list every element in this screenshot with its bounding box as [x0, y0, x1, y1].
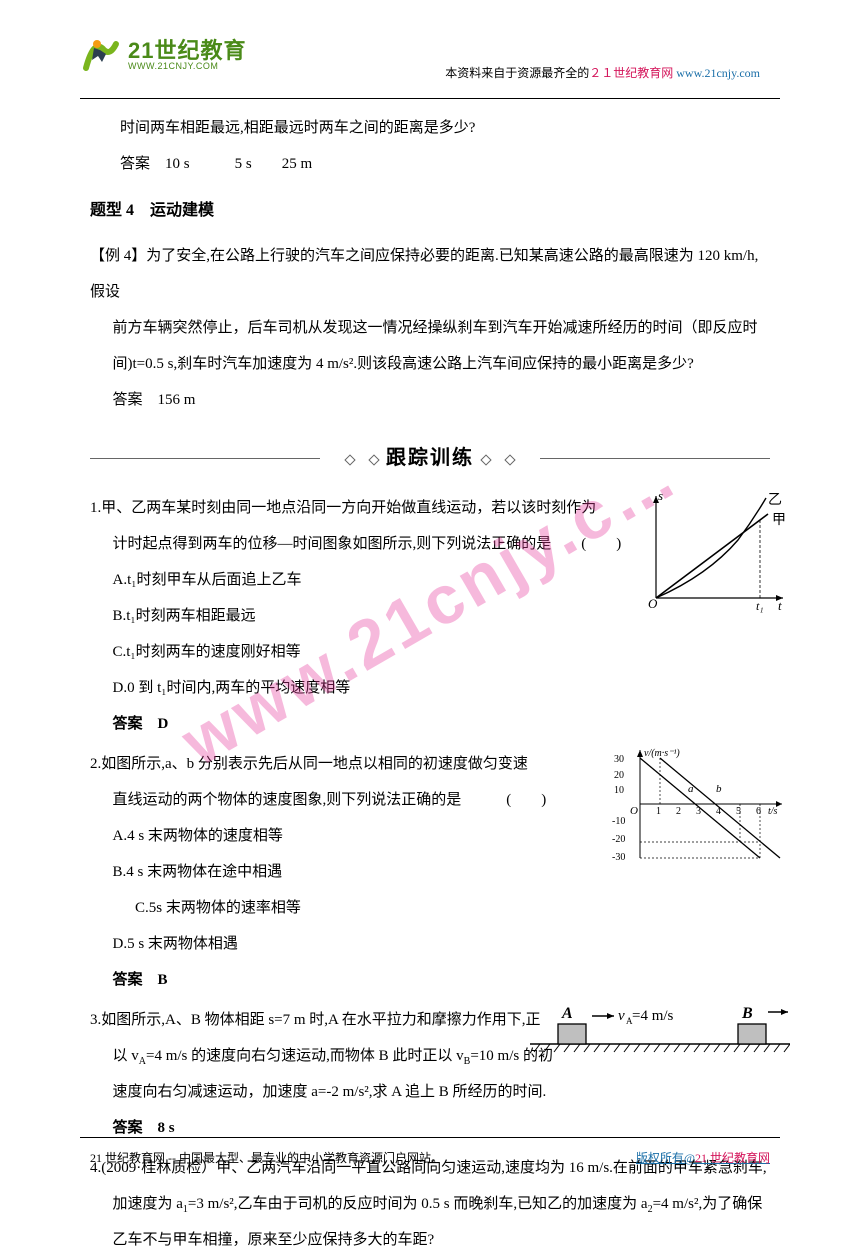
example4-b1: 为了安全,在公路上行驶的汽车之间应保持必要的距离.已知某高速公路的最高限速为 1…: [90, 248, 758, 300]
q2-ans: 答案 B: [90, 962, 770, 998]
footer-right-hl: 21 世纪教育网: [695, 1151, 770, 1165]
answer-val: 156 m: [143, 392, 196, 408]
svg-text:v/(m·s⁻¹): v/(m·s⁻¹): [644, 748, 680, 759]
footer-separator: [80, 1137, 780, 1138]
footer-right: 版权所有@21 世纪教育网: [636, 1149, 770, 1166]
answer-label: 答案: [113, 392, 143, 408]
svg-text:t/s: t/s: [768, 806, 778, 817]
answer-label: 答案: [113, 716, 143, 732]
header-note-prefix: 本资料来自于资源最齐全的: [445, 66, 589, 80]
q1-ansval: D: [143, 716, 169, 732]
logo-icon: [80, 34, 122, 76]
example4-block: 【例 4】为了安全,在公路上行驶的汽车之间应保持必要的距离.已知某高速公路的最高…: [90, 238, 770, 418]
figure-2: 30 20 10 -10 -20 -30 O 1 2 3 4 5 6 t/s v…: [610, 746, 780, 852]
q3-l3: 速度向右匀减速运动，加速度 a=-2 m/s²,求 A 追上 B 所经历的时间.: [90, 1074, 770, 1110]
q1-optD: D.0 到 t₁时间内,两车的平均速度相等: [90, 670, 770, 706]
svg-text:O: O: [630, 805, 638, 817]
svg-text:3: 3: [696, 806, 701, 817]
svg-text:v: v: [618, 1008, 625, 1024]
svg-text:2: 2: [676, 806, 681, 817]
q1-t1: 甲、乙两车某时刻由同一地点沿同一方向开始做直线运动，若以该时刻作为: [101, 500, 596, 516]
question-2: 30 20 10 -10 -20 -30 O 1 2 3 4 5 6 t/s v…: [90, 746, 770, 998]
svg-text:甲: 甲: [772, 513, 786, 528]
svg-text:20: 20: [614, 770, 624, 781]
answer-vals: 10 s 5 s 25 m: [150, 156, 312, 172]
svg-text:1: 1: [656, 806, 661, 817]
example4-tag: 【例 4】: [90, 248, 146, 264]
q2-num: 2.: [90, 756, 101, 772]
q4-l3: 乙车不与甲车相撞，原来至少应保持多大的车距?: [90, 1222, 770, 1258]
q3-ansval: 8 s: [143, 1120, 175, 1136]
q4-l2: 加速度为 a1=3 m/s²,乙车由于司机的反应时间为 0.5 s 而晚刹车,已…: [90, 1186, 770, 1222]
logo-title: 21世纪教育: [128, 40, 246, 62]
svg-text:=4 m/s: =4 m/s: [632, 1008, 674, 1024]
svg-text:A: A: [561, 1005, 573, 1022]
svg-text:s: s: [658, 490, 663, 503]
page-header: 21世纪教育 WWW.21CNJY.COM 本资料来自于资源最齐全的２１世纪教育…: [80, 34, 780, 94]
svg-text:t₁: t₁: [756, 599, 764, 613]
answer-label: 答案: [120, 156, 150, 172]
q2-optC: C.5s 末两物体的速率相等: [90, 890, 770, 926]
question-4: 4.(2009·桂林质检）甲、乙两汽车沿同一平直公路同向匀速运动,速度均为 16…: [90, 1150, 770, 1258]
header-note: 本资料来自于资源最齐全的２１世纪教育网 www.21cnjy.com: [445, 64, 760, 81]
q3-ans: 答案 8 s: [90, 1110, 770, 1146]
figure-3: A B v A =4 m/s: [530, 1002, 780, 1062]
header-separator: [80, 98, 780, 99]
content: 时间两车相距最远,相距最远时两车之间的距离是多少? 答案 10 s 5 s 25…: [90, 110, 770, 1258]
logo-text: 21世纪教育 WWW.21CNJY.COM: [128, 40, 246, 71]
svg-text:4: 4: [716, 806, 721, 817]
answer-label: 答案: [113, 972, 143, 988]
example4-ans: 答案 156 m: [90, 382, 770, 418]
frag-answer: 答案 10 s 5 s 25 m: [90, 146, 770, 182]
svg-text:O: O: [648, 596, 658, 611]
svg-text:30: 30: [614, 754, 624, 765]
svg-text:-10: -10: [612, 816, 625, 827]
figure-1: O t₁ t s 乙 甲: [638, 490, 788, 610]
svg-text:6: 6: [756, 806, 761, 817]
svg-text:a: a: [688, 783, 694, 795]
svg-text:t: t: [778, 598, 782, 613]
header-note-url: www.21cnjy.com: [673, 66, 760, 80]
divider-text: 跟踪训练: [386, 447, 474, 469]
footer-right-prefix: 版权所有@: [636, 1151, 695, 1165]
example4-l1: 【例 4】为了安全,在公路上行驶的汽车之间应保持必要的距离.已知某高速公路的最高…: [90, 238, 770, 310]
svg-text:-20: -20: [612, 834, 625, 845]
header-note-hl: ２１世纪教育网: [589, 66, 673, 80]
divider-title: 跟踪训练: [320, 434, 540, 482]
footer: 21 世纪教育网 -- 中国最大型、最专业的中小学教育资源门户网站。 版权所有@…: [90, 1149, 770, 1166]
svg-text:乙: 乙: [768, 492, 782, 508]
svg-text:-30: -30: [612, 852, 625, 863]
section4-title: 题型 4 运动建模: [90, 192, 770, 230]
q2-t1: 如图所示,a、b 分别表示先后从同一地点以相同的初速度做匀变速: [101, 756, 528, 772]
question-3: A B v A =4 m/s 3.如图所示,A、B 物体相距 s=7 m 时,A…: [90, 1002, 770, 1146]
question-1: O t₁ t s 乙 甲 1.甲、乙两车某时刻由同一地点沿同一方向开始做直线运动…: [90, 490, 770, 742]
q1-num: 1.: [90, 500, 101, 516]
divider: 跟踪训练: [90, 434, 770, 482]
q3-t1: 如图所示,A、B 物体相距 s=7 m 时,A 在水平拉力和摩擦力作用下,正: [101, 1012, 540, 1028]
svg-text:b: b: [716, 783, 722, 795]
svg-text:10: 10: [614, 785, 624, 796]
svg-text:B: B: [741, 1005, 753, 1022]
frag-line1: 时间两车相距最远,相距最远时两车之间的距离是多少?: [90, 110, 770, 146]
answer-label: 答案: [113, 1120, 143, 1136]
example4-b2: 前方车辆突然停止，后车司机从发现这一情况经操纵刹车到汽车开始减速所经历的时间（即…: [90, 310, 770, 346]
example4-b3: 间)t=0.5 s,刹车时汽车加速度为 4 m/s².则该段高速公路上汽车间应保…: [90, 346, 770, 382]
q1-optC: C.t₁时刻两车的速度刚好相等: [90, 634, 770, 670]
q1-ans: 答案 D: [90, 706, 770, 742]
q2-optD: D.5 s 末两物体相遇: [90, 926, 770, 962]
q2-ansval: B: [143, 972, 168, 988]
logo-url: WWW.21CNJY.COM: [128, 62, 246, 71]
q3-num: 3.: [90, 1012, 101, 1028]
footer-left: 21 世纪教育网 -- 中国最大型、最专业的中小学教育资源门户网站。: [90, 1149, 443, 1166]
svg-text:5: 5: [736, 806, 741, 817]
